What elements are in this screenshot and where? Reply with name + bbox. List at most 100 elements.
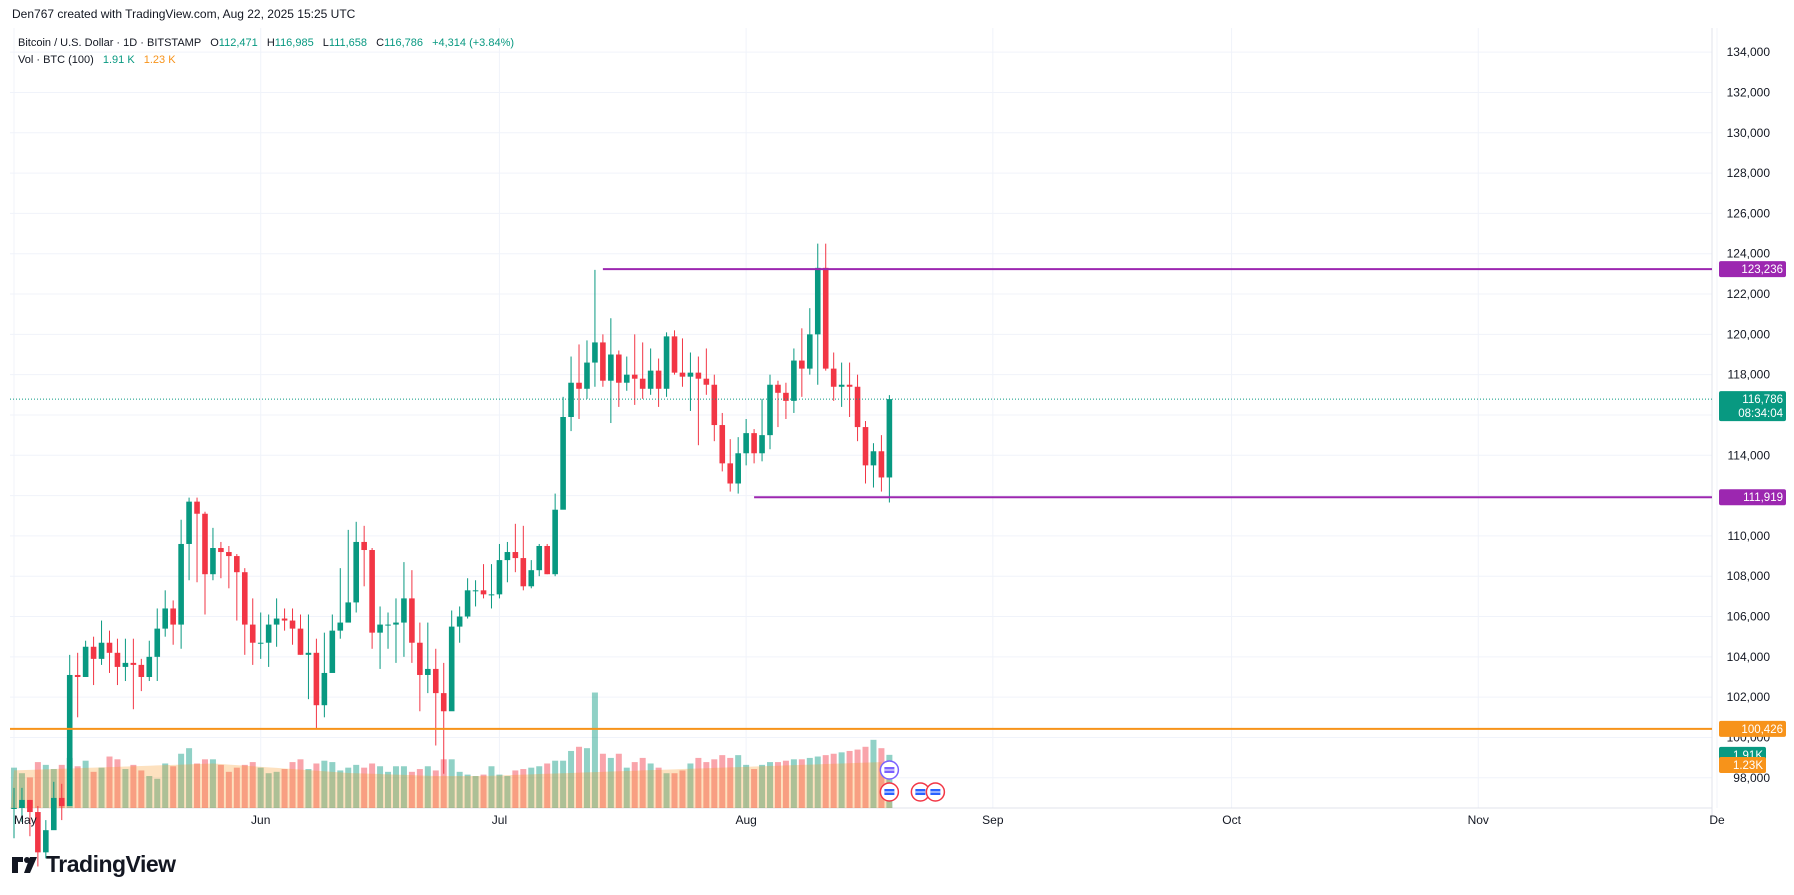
candle-body[interactable] — [313, 652, 320, 706]
candle-body[interactable] — [106, 642, 113, 653]
candle-body[interactable] — [82, 646, 89, 677]
candle-body[interactable] — [576, 382, 582, 389]
candle-body[interactable] — [265, 624, 272, 643]
us-flag-icon[interactable] — [879, 782, 900, 802]
candle-body[interactable] — [369, 550, 375, 633]
candle-body[interactable] — [401, 598, 407, 623]
candle-body[interactable] — [512, 552, 519, 559]
candle-body[interactable] — [751, 433, 757, 454]
candle-body[interactable] — [536, 545, 543, 571]
candle-body[interactable] — [337, 622, 344, 631]
candle-body[interactable] — [194, 501, 200, 514]
volume-label[interactable]: Vol · BTC (100) — [18, 54, 94, 66]
candle-body[interactable] — [584, 362, 590, 389]
candle-body[interactable] — [154, 628, 161, 657]
candle-body[interactable] — [552, 509, 558, 575]
candle-body[interactable] — [631, 374, 638, 379]
candle-body[interactable] — [122, 662, 129, 667]
candle-body[interactable] — [623, 374, 630, 383]
candle-body[interactable] — [600, 342, 606, 381]
candle-body[interactable] — [807, 334, 813, 369]
candle-body[interactable] — [273, 618, 280, 625]
candle-body[interactable] — [353, 541, 359, 603]
candle-body[interactable] — [417, 642, 423, 675]
candle-body[interactable] — [50, 797, 57, 831]
candle-body[interactable] — [639, 378, 646, 389]
candle-body[interactable] — [385, 624, 391, 626]
candle-body[interactable] — [568, 382, 574, 417]
candle-body[interactable] — [480, 590, 487, 595]
candle-body[interactable] — [886, 399, 893, 478]
candle-body[interactable] — [456, 616, 463, 627]
candle-body[interactable] — [98, 642, 105, 659]
candle-body[interactable] — [210, 548, 216, 575]
candle-body[interactable] — [830, 368, 837, 387]
candle-body[interactable] — [114, 652, 121, 667]
candle-body[interactable] — [377, 624, 383, 633]
candle-body[interactable] — [616, 354, 622, 383]
candle-body[interactable] — [496, 560, 503, 595]
candle-body[interactable] — [218, 548, 224, 553]
candle-body[interactable] — [321, 672, 328, 706]
candle-body[interactable] — [162, 608, 169, 629]
candle-body[interactable] — [671, 336, 678, 373]
candle-body[interactable] — [846, 384, 853, 387]
candle-body[interactable] — [814, 267, 821, 335]
candle-body[interactable] — [74, 674, 81, 677]
symbol-label[interactable]: Bitcoin / U.S. Dollar · 1D · BITSTAMP — [18, 37, 202, 49]
candle-body[interactable] — [838, 384, 845, 387]
candle-body[interactable] — [297, 628, 304, 655]
candle-body[interactable] — [655, 370, 662, 389]
candle-body[interactable] — [799, 360, 805, 369]
candle-body[interactable] — [281, 618, 288, 621]
candle-body[interactable] — [862, 427, 869, 466]
candle-body[interactable] — [528, 570, 535, 587]
candle-body[interactable] — [504, 552, 511, 561]
candle-body[interactable] — [472, 590, 479, 592]
candle-body[interactable] — [425, 668, 431, 675]
candle-body[interactable] — [854, 386, 861, 428]
candle-body[interactable] — [226, 552, 232, 557]
candle-body[interactable] — [520, 558, 527, 587]
ai-event-icon[interactable] — [879, 760, 900, 780]
candle-body[interactable] — [775, 384, 781, 393]
candle-body[interactable] — [592, 342, 598, 363]
candle-body[interactable] — [822, 267, 829, 369]
candle-body[interactable] — [783, 392, 789, 401]
candle-body[interactable] — [11, 808, 17, 809]
candle-body[interactable] — [393, 622, 399, 625]
candle-body[interactable] — [138, 664, 145, 677]
candle-body[interactable] — [647, 370, 654, 389]
candle-body[interactable] — [488, 594, 495, 596]
candle-body[interactable] — [409, 598, 415, 643]
candle-body[interactable] — [202, 513, 208, 575]
candle-body[interactable] — [35, 812, 41, 853]
candle-body[interactable] — [146, 656, 153, 677]
candle-body[interactable] — [727, 463, 734, 484]
candle-body[interactable] — [170, 608, 176, 625]
candle-body[interactable] — [130, 662, 137, 665]
candle-body[interactable] — [464, 590, 471, 617]
candle-body[interactable] — [178, 543, 184, 625]
candle-body[interactable] — [43, 830, 49, 853]
candle-body[interactable] — [703, 378, 710, 385]
candle-body[interactable] — [186, 501, 192, 544]
candle-body[interactable] — [679, 372, 686, 377]
candle-body[interactable] — [791, 360, 797, 401]
candle-body[interactable] — [440, 693, 447, 712]
us-flag-icon[interactable] — [925, 782, 946, 802]
candle-body[interactable] — [289, 620, 296, 629]
candle-body[interactable] — [759, 435, 765, 454]
candle-body[interactable] — [743, 433, 749, 454]
tradingview-brand[interactable]: TradingView — [12, 851, 176, 878]
candle-body[interactable] — [711, 384, 718, 426]
candle-body[interactable] — [878, 451, 885, 478]
candle-body[interactable] — [870, 451, 877, 466]
candle-body[interactable] — [432, 668, 439, 694]
candle-body[interactable] — [361, 541, 367, 551]
candle-body[interactable] — [66, 674, 73, 806]
candle-body[interactable] — [735, 453, 741, 484]
candle-body[interactable] — [241, 572, 248, 625]
candle-body[interactable] — [687, 372, 694, 377]
